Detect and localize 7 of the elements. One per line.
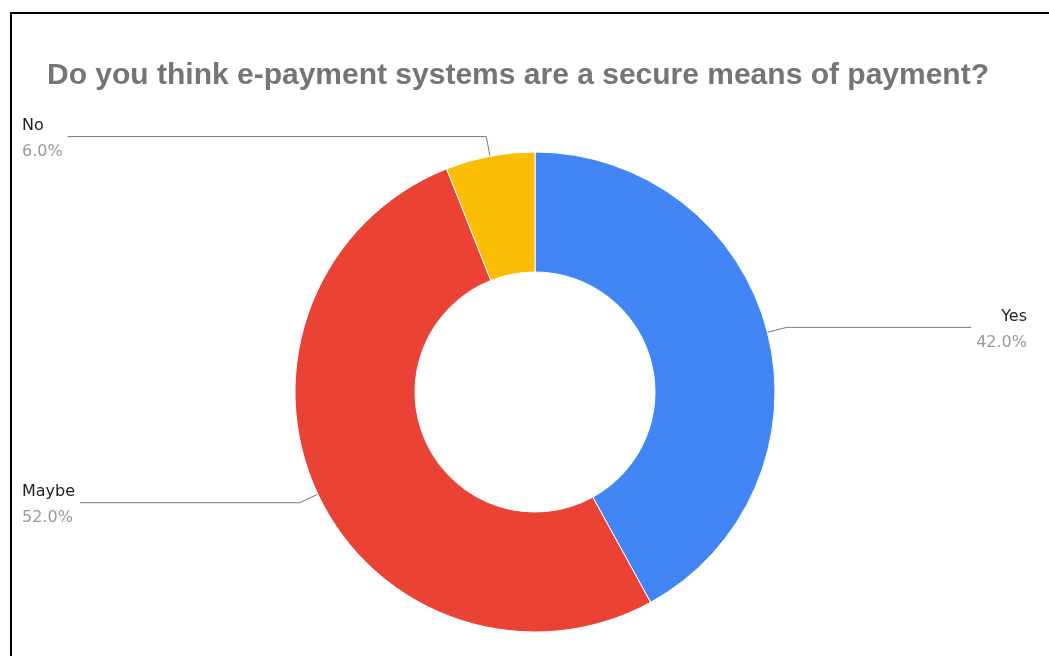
slice-label: Yes — [1000, 305, 1027, 325]
data-label: 42.0% — [976, 331, 1027, 351]
data-label: 6.0% — [22, 141, 63, 161]
chart-title: Do you think e-payment systems are a secure means of payment? — [47, 56, 989, 90]
data-label: 52.0% — [22, 507, 73, 527]
slice-label: No — [22, 115, 44, 135]
slice-label: Maybe — [22, 481, 76, 501]
